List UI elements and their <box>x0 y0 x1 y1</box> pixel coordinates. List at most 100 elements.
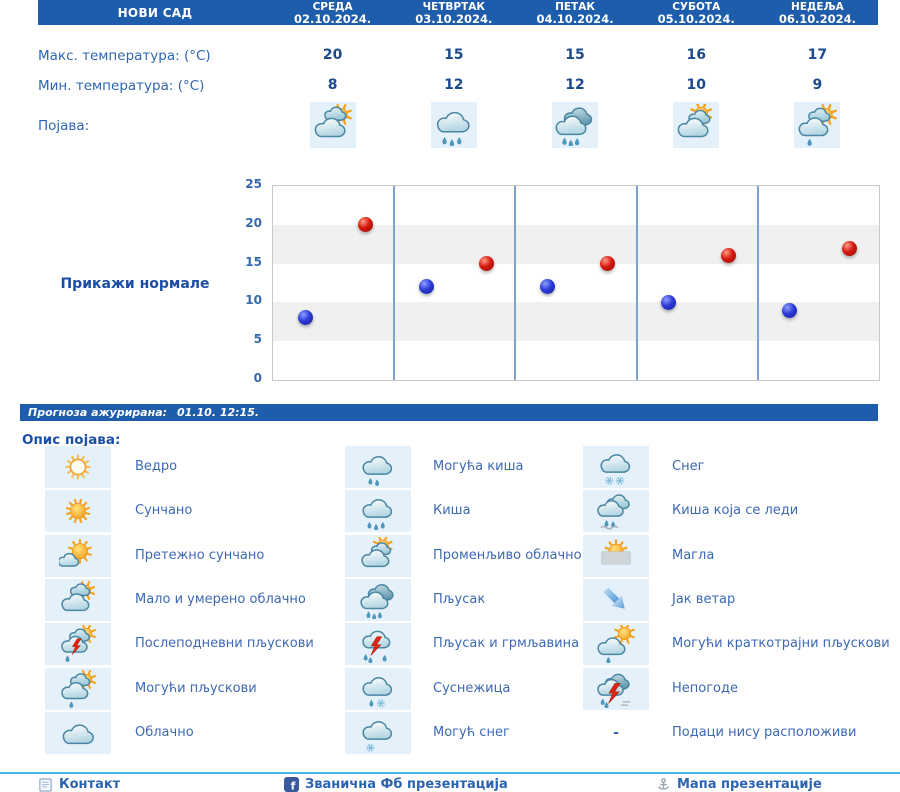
legend-label: Могућа киша <box>433 459 524 474</box>
legend-label: Непогоде <box>672 680 738 696</box>
y-axis-tick: 15 <box>245 254 262 269</box>
thunder-shower-icon <box>359 625 397 664</box>
possible-showers-icon <box>796 104 837 146</box>
forecast-table-header: НОВИ САД СРЕДА 02.10.2024. ЧЕТВРТАК 03.10.2… <box>38 0 878 25</box>
legend-label: Сунчано <box>135 503 193 519</box>
freezing-rain-icon <box>597 492 635 530</box>
strong-wind-icon <box>603 587 625 609</box>
min-temp-point <box>661 294 677 310</box>
legend-title: Опис појава: <box>22 432 121 448</box>
svg-text:f: f <box>291 780 296 792</box>
legend-label: Могући краткотрајни пљускови <box>672 636 890 652</box>
legend-icon-cell <box>45 623 111 666</box>
legend-icon-cell <box>45 534 111 577</box>
legend-label: Послеподневни пљускови <box>135 636 314 652</box>
shower-icon <box>554 104 596 146</box>
legend-icon-cell <box>583 534 649 577</box>
legend-label: Пљусак и грмљавина <box>433 636 580 652</box>
legend-icon-cell <box>345 712 411 754</box>
max-temp-point <box>357 217 373 233</box>
snow-icon <box>597 448 635 485</box>
legend-label: Киша <box>433 503 471 519</box>
chart-band <box>273 224 879 264</box>
max-temp-label: Макс. температура: (°C) <box>38 48 211 64</box>
contact-icon <box>38 777 53 792</box>
legend-icon-cell <box>45 712 111 754</box>
day-date: 05.10.2024. <box>657 12 735 26</box>
phenomenon-cell <box>794 102 840 148</box>
day-column-header: ПЕТАК 04.10.2024. <box>514 0 635 25</box>
partly-cloudy-icon <box>59 581 96 619</box>
chart-day-divider <box>514 186 517 380</box>
possible-rain-icon <box>359 448 397 486</box>
min-temp-value: 8 <box>327 77 338 93</box>
day-column-header: СУБОТА 05.10.2024. <box>636 0 757 25</box>
temperature-chart <box>272 185 880 381</box>
possible-showers-icon <box>59 669 97 708</box>
forecast-updated-time: 01.10. 12:15. <box>177 406 260 419</box>
day-date: 06.10.2024. <box>778 12 856 26</box>
legend-label: Мало и умерено облачно <box>135 592 306 607</box>
legend-icon-cell <box>345 667 411 710</box>
max-temp-value: 20 <box>322 47 343 63</box>
day-name: ПЕТАК <box>555 1 595 13</box>
min-temp-value: 12 <box>444 77 464 93</box>
forecast-updated-bar: Прогноза ажурирана: 01.10. 12:15. <box>20 404 878 421</box>
min-temp-point <box>539 279 555 295</box>
phenomena-label: Појава: <box>38 118 90 134</box>
max-temp-point <box>599 256 615 272</box>
phenomenon-cell <box>673 102 719 148</box>
legend-label: Пљусак <box>433 592 486 607</box>
max-temp-value: 15 <box>444 47 464 63</box>
rain-icon <box>359 492 397 531</box>
legend-icon-cell <box>583 579 649 621</box>
legend-icon-cell <box>45 667 111 710</box>
min-temp-value: 10 <box>686 77 706 93</box>
footer-link-label: Мапа презентације <box>677 777 822 792</box>
variable-cloudy-icon <box>359 536 393 575</box>
chart-band <box>273 302 879 342</box>
legend-icon-cell <box>45 490 111 533</box>
footer-link-contact[interactable]: Контакт <box>38 777 120 792</box>
legend-icon-cell <box>345 490 411 533</box>
phenomenon-cell <box>431 102 477 148</box>
storms-icon <box>597 670 631 708</box>
footer-link-label: Контакт <box>59 777 121 792</box>
footer-link-facebook[interactable]: f Званична Фб презентација <box>284 777 508 792</box>
short-showers-icon <box>597 625 635 664</box>
max-temp-value: 16 <box>686 47 706 63</box>
min-temp-value: 9 <box>812 77 823 93</box>
partly-cloudy-icon <box>312 104 352 146</box>
chart-day-divider <box>393 186 396 380</box>
legend-label: Јак ветар <box>672 592 736 607</box>
max-temp-point <box>842 240 858 256</box>
y-axis-tick: 10 <box>245 293 262 308</box>
legend-icon-cell <box>345 623 411 666</box>
shower-icon <box>359 581 397 619</box>
max-temp-row: 20 15 15 16 17 <box>272 47 878 63</box>
forecast-updated-label: Прогноза ажурирана: <box>28 406 168 419</box>
day-date: 04.10.2024. <box>536 12 614 26</box>
min-temp-label: Мин. температура: (°C) <box>38 78 205 94</box>
no-data-dash: - <box>613 725 619 741</box>
legend-label: Могућ снег <box>433 725 510 740</box>
afternoon-showers-icon <box>59 625 97 663</box>
footer-link-sitemap[interactable]: Мапа презентације <box>656 777 822 792</box>
possible-snow-icon <box>359 714 397 752</box>
legend-icon-cell <box>345 579 411 621</box>
legend-label: Суснежица <box>433 680 511 696</box>
show-normals-link[interactable]: Прикажи нормале <box>60 276 210 292</box>
legend-icon-cell <box>345 446 411 488</box>
sunny-icon <box>65 499 91 524</box>
phenomenon-cell <box>310 102 356 148</box>
footer-divider <box>0 772 900 774</box>
sleet-icon <box>359 670 397 707</box>
day-column-header: НЕДЕЉА 06.10.2024. <box>757 0 878 25</box>
legend-label: Могући пљускови <box>135 680 257 696</box>
chart-day-divider <box>635 186 638 380</box>
legend-label: Претежно сунчано <box>135 547 265 563</box>
y-axis-tick: 25 <box>245 177 262 191</box>
min-temp-row: 8 12 12 10 9 <box>272 77 878 93</box>
legend-label: Магла <box>672 547 715 563</box>
day-column-header: СРЕДА 02.10.2024. <box>272 0 393 25</box>
